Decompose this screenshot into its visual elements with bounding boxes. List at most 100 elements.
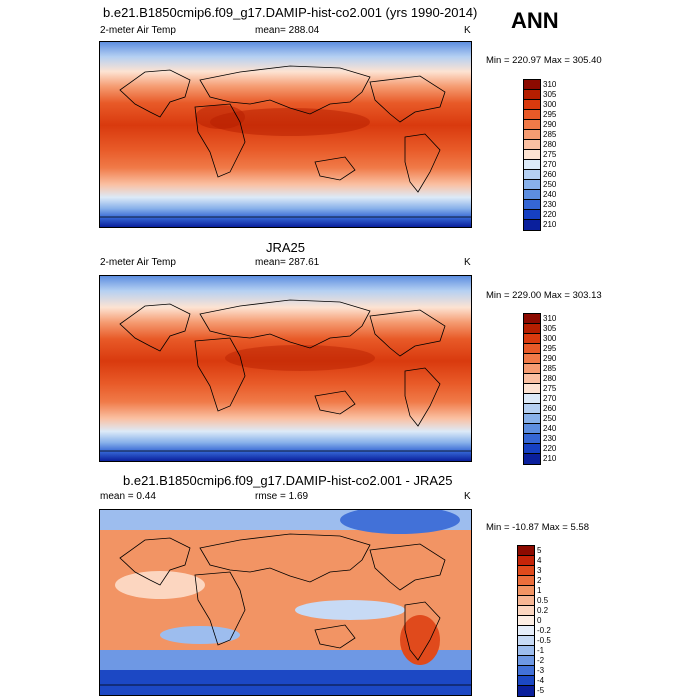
colorbar-label: -0.5 [537,636,551,645]
colorbar-swatch [518,666,534,676]
colorbar-label: -0.2 [537,626,551,635]
panel-2-variable: 2-meter Air Temp [100,257,176,268]
colorbar-swatch [518,636,534,646]
colorbar-label: 300 [543,100,557,109]
colorbar-label: 2 [537,576,542,585]
colorbar-swatch [524,314,540,324]
colorbar-label: -5 [537,686,545,695]
colorbar-swatch [524,150,540,160]
panel-1-units: K [464,25,471,36]
colorbar-swatch [518,576,534,586]
colorbar-label: 275 [543,150,557,159]
colorbar-label: 240 [543,424,557,433]
colorbar-label: 295 [543,344,557,353]
colorbar-swatch [518,586,534,596]
colorbar-swatch [518,686,534,696]
panel-1-map [99,41,472,228]
colorbar-label: 0.5 [537,596,549,605]
colorbar-swatch [524,334,540,344]
colorbar-swatch [524,110,540,120]
colorbar-label: 290 [543,120,557,129]
panel-1-minmax: Min = 220.97 Max = 305.40 [486,55,602,66]
colorbar-label: 250 [543,180,557,189]
colorbar-label: 210 [543,220,557,229]
colorbar-label: 280 [543,374,557,383]
panel-3-rmse: rmse = 1.69 [255,491,309,502]
colorbar-swatch [524,130,540,140]
colorbar-label: 230 [543,200,557,209]
colorbar-label: 305 [543,90,557,99]
colorbar-swatch [524,354,540,364]
colorbar-swatch [518,616,534,626]
colorbar-label: -1 [537,646,545,655]
colorbar-label: 3 [537,566,542,575]
colorbar-label: 285 [543,130,557,139]
colorbar-label: 305 [543,324,557,333]
panel-3-units: K [464,491,471,502]
season-label: ANN [511,8,559,33]
panel-3-colorbar [517,545,535,697]
colorbar-swatch [524,210,540,220]
colorbar-label: 285 [543,364,557,373]
panel-2-units: K [464,257,471,268]
colorbar-swatch [518,566,534,576]
colorbar-label: 210 [543,454,557,463]
colorbar-label: 260 [543,404,557,413]
colorbar-swatch [524,344,540,354]
colorbar-swatch [524,404,540,414]
colorbar-label: 0.2 [537,606,549,615]
colorbar-label: 270 [543,160,557,169]
colorbar-swatch [524,90,540,100]
panel-2-colorbar [523,313,541,465]
colorbar-swatch [524,414,540,424]
colorbar-label: 290 [543,354,557,363]
colorbar-swatch [524,80,540,90]
colorbar-swatch [518,656,534,666]
colorbar-label: 240 [543,190,557,199]
colorbar-label: 310 [543,80,557,89]
panel-2-map [99,275,472,462]
panel-1-colorbar [523,79,541,231]
colorbar-label: 300 [543,334,557,343]
colorbar-swatch [524,444,540,454]
colorbar-swatch [524,190,540,200]
colorbar-label: 275 [543,384,557,393]
colorbar-swatch [524,200,540,210]
panel-1-variable: 2-meter Air Temp [100,25,176,36]
colorbar-swatch [524,434,540,444]
colorbar-label: 220 [543,210,557,219]
panel-2-title: JRA25 [266,240,306,255]
colorbar-swatch [524,100,540,110]
colorbar-label: 1 [537,586,542,595]
colorbar-label: 280 [543,140,557,149]
colorbar-swatch [524,424,540,434]
colorbar-label: 5 [537,546,542,555]
colorbar-swatch [524,170,540,180]
panel-2-minmax: Min = 229.00 Max = 303.13 [486,290,602,301]
colorbar-swatch [524,180,540,190]
colorbar-label: -3 [537,666,545,675]
colorbar-swatch [524,364,540,374]
colorbar-label: 0 [537,616,542,625]
colorbar-label: -4 [537,676,545,685]
panel-3-mean: mean = 0.44 [100,491,156,502]
colorbar-swatch [524,384,540,394]
colorbar-swatch [524,374,540,384]
colorbar-swatch [518,556,534,566]
colorbar-label: 250 [543,414,557,423]
colorbar-label: -2 [537,656,545,665]
colorbar-label: 220 [543,444,557,453]
colorbar-label: 310 [543,314,557,323]
panel-1-title: b.e21.B1850cmip6.f09_g17.DAMIP-hist-co2.… [103,5,478,20]
colorbar-swatch [524,394,540,404]
colorbar-swatch [524,454,540,464]
colorbar-swatch [518,626,534,636]
colorbar-swatch [524,160,540,170]
panel-3-minmax: Min = -10.87 Max = 5.58 [486,522,589,533]
colorbar-swatch [524,220,540,230]
colorbar-swatch [518,646,534,656]
colorbar-label: 295 [543,110,557,119]
colorbar-label: 230 [543,434,557,443]
panel-2-mean: mean= 287.61 [255,257,320,268]
panel-1-mean: mean= 288.04 [255,25,320,36]
